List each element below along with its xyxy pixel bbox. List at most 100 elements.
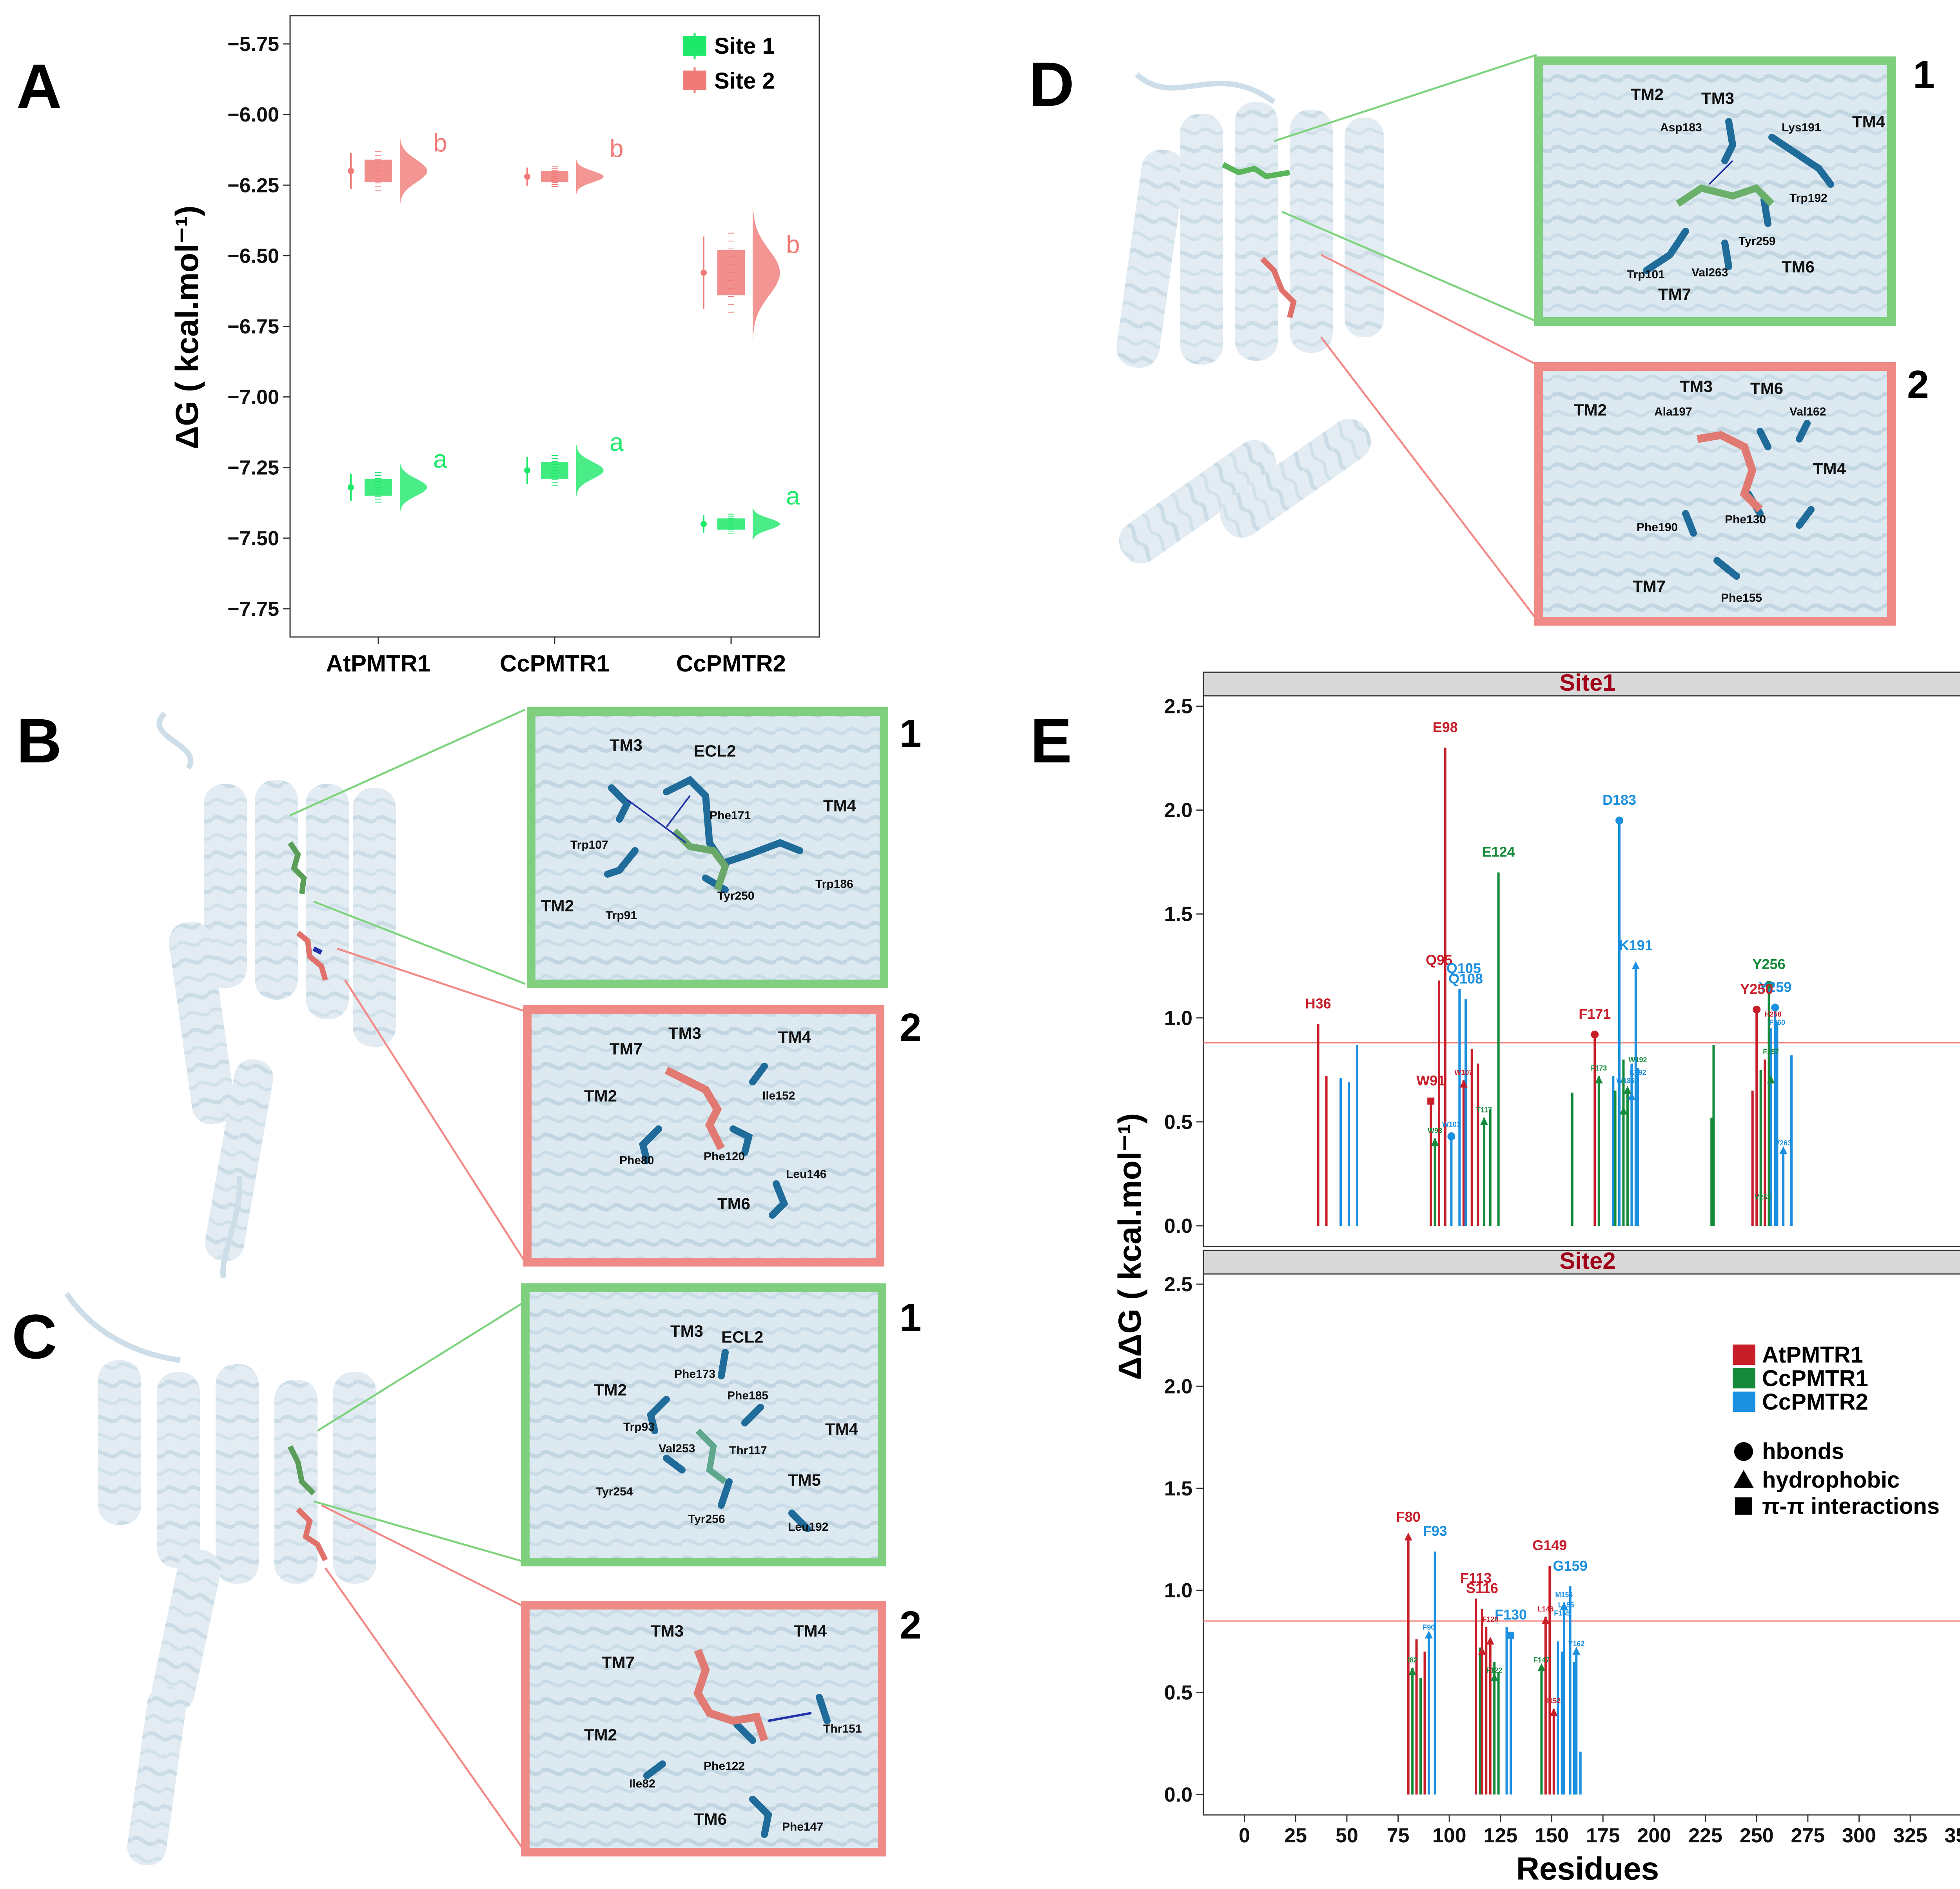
- chart-e-xtick-label: 50: [1336, 1824, 1358, 1847]
- site2-residue-label: S116: [1466, 1580, 1498, 1596]
- c1-tm3: TM3: [670, 1322, 703, 1340]
- b1-trp107: Trp107: [570, 838, 608, 851]
- chart-a-plot-area: [289, 15, 820, 638]
- d2-phe155: Phe155: [1721, 592, 1762, 604]
- panel-c-zoom-line-1a: [317, 1300, 526, 1432]
- chart-a-violin: [400, 462, 427, 513]
- chart-a-violin: [576, 445, 604, 496]
- site2-residue-label: F130: [1495, 1607, 1527, 1623]
- d1-tm3: TM3: [1701, 89, 1734, 107]
- d1-number: 1: [1913, 53, 1935, 97]
- c1-ecl2: ECL2: [721, 1328, 763, 1346]
- site2-marker-triangle: [1537, 1663, 1546, 1671]
- chart-a-box: [365, 479, 392, 496]
- c1-phe185: Phe185: [727, 1389, 768, 1402]
- site2-residue-label: F122: [1486, 1666, 1503, 1674]
- site2-residue-label: Y162: [1568, 1640, 1584, 1648]
- panel-label-A: A: [16, 51, 62, 121]
- panel-d-ligand-site2: [1260, 257, 1297, 318]
- site1-residue-label: V263: [1775, 1139, 1791, 1147]
- panel-b-ligand-site1: [288, 841, 307, 894]
- legend-ccpmtr2-swatch: [1733, 1392, 1755, 1412]
- chart-a-violin: [400, 137, 427, 205]
- c1-tm2: TM2: [594, 1381, 627, 1399]
- b1-ecl2: ECL2: [694, 742, 736, 760]
- site1-y-axis: 0.0 0.5 1.0 1.5 2.0 2.5: [1164, 695, 1203, 1238]
- legend-pipi-label: π-π interactions: [1762, 1493, 1940, 1519]
- b1-number: 1: [900, 711, 922, 755]
- site2-residue-label: F80: [1396, 1509, 1421, 1525]
- d2-phe130: Phe130: [1725, 513, 1766, 526]
- chart-e-x-axis: 0 25 50 75 100 125 150 175 200 225 250 275 300 325 350: [1239, 1815, 1960, 1847]
- site1-residue-label: W93: [1428, 1127, 1442, 1134]
- chart-e-xtick-label: 125: [1483, 1824, 1517, 1847]
- chart-a-box: [717, 518, 745, 530]
- site1-residue-label: D183: [1602, 792, 1636, 808]
- legend-swatch-site2-dot: [691, 76, 699, 84]
- panel-d-zoom-line-1a: [1274, 54, 1537, 142]
- site2-ytick-label: 2.0: [1164, 1375, 1192, 1398]
- panel-b-zoom-line-2b: [344, 979, 526, 1263]
- site2-marker-triangle: [1486, 1637, 1494, 1645]
- site1-marker-circle: [1771, 1003, 1779, 1012]
- site1-marker-triangle: [1767, 1075, 1775, 1083]
- site2-marker-triangle: [1408, 1667, 1417, 1675]
- site1-title: Site1: [1559, 670, 1615, 696]
- b1-phe171: Phe171: [710, 809, 751, 822]
- b1-tyr250: Tyr250: [717, 889, 755, 902]
- panel-b-ligand-site2: [296, 931, 328, 981]
- d2-tm7: TM7: [1633, 577, 1666, 595]
- site1-marker-triangle: [1459, 1080, 1468, 1088]
- panel-c-protein-cartoon: [64, 1292, 376, 1865]
- c1-thr117: Thr117: [729, 1444, 767, 1457]
- panel-b-zoom-line-1a: [289, 708, 526, 817]
- chart-a-ytick-label: −6.50: [227, 245, 279, 267]
- legend-atpmtr1-swatch: [1733, 1345, 1755, 1365]
- site2-marker-triangle: [1404, 1532, 1412, 1541]
- d2-tm4: TM4: [1813, 459, 1846, 478]
- site1-marker-triangle: [1632, 961, 1640, 969]
- site1-ytick-label: 1.0: [1164, 1007, 1192, 1030]
- c2-tm2: TM2: [584, 1726, 617, 1744]
- site2-title: Site2: [1559, 1248, 1615, 1274]
- panel-c-zoom-line-2a: [321, 1504, 526, 1608]
- site1-ytick-label: 2.5: [1164, 695, 1192, 718]
- site2-ytick-label: 0.5: [1164, 1682, 1192, 1704]
- b2-tm6: TM6: [717, 1194, 750, 1213]
- panel-c-zoom-line-2b: [324, 1567, 526, 1853]
- site1-residue-label: Y256: [1753, 956, 1786, 972]
- d1-val263: Val263: [1691, 266, 1728, 279]
- site1-ytick-label: 0.0: [1164, 1215, 1192, 1238]
- site2-residue-label: L155: [1558, 1601, 1574, 1609]
- site1-residue-label: Q105: [1446, 960, 1481, 976]
- legend-label-site1: Site 1: [714, 33, 775, 59]
- chart-a-mean-point: [701, 269, 707, 276]
- chart-e-xtick-label: 0: [1239, 1824, 1250, 1847]
- chart-a-ytick-label: −6.25: [227, 174, 279, 197]
- panel-c-zoom-site2: TM3 TM4 TM7 TM2 TM6 Thr151 Phe122 Ile82 …: [521, 1601, 922, 1856]
- site2-residue-label: G159: [1553, 1558, 1588, 1574]
- c2-thr151: Thr151: [823, 1722, 862, 1735]
- chart-e-xtick-label: 175: [1586, 1824, 1620, 1847]
- d1-trp192: Trp192: [1789, 192, 1828, 205]
- chart-a-mean-point: [348, 484, 354, 491]
- d1-trp101: Trp101: [1627, 268, 1665, 281]
- legend-hbonds-label: hbonds: [1762, 1439, 1844, 1464]
- panel-b-zoom-line-2a: [337, 947, 526, 1013]
- legend-ccpmtr1-swatch: [1733, 1368, 1755, 1388]
- chart-a-box: [541, 462, 568, 479]
- chart-a-ytick-label: −7.25: [227, 457, 279, 479]
- chart-a-violin: [753, 507, 780, 541]
- site2-marker-triangle: [1541, 1616, 1550, 1624]
- chart-a-legend: Site 1 Site 2: [683, 33, 775, 94]
- site1-residue-label: T117: [1476, 1106, 1492, 1114]
- legend-ccpmtr1-label: CcPMTR1: [1762, 1366, 1868, 1391]
- b2-tm3: TM3: [668, 1024, 701, 1042]
- panel-c-zoom-site1: TM3 ECL2 TM2 TM4 TM5 Phe173 Phe185 Trp93…: [521, 1283, 922, 1566]
- site1-residue-label: W91: [1416, 1072, 1445, 1089]
- chart-e-xtick-label: 225: [1688, 1824, 1722, 1847]
- site1-ytick-label: 2.0: [1164, 799, 1192, 822]
- c2-tm7: TM7: [602, 1653, 635, 1671]
